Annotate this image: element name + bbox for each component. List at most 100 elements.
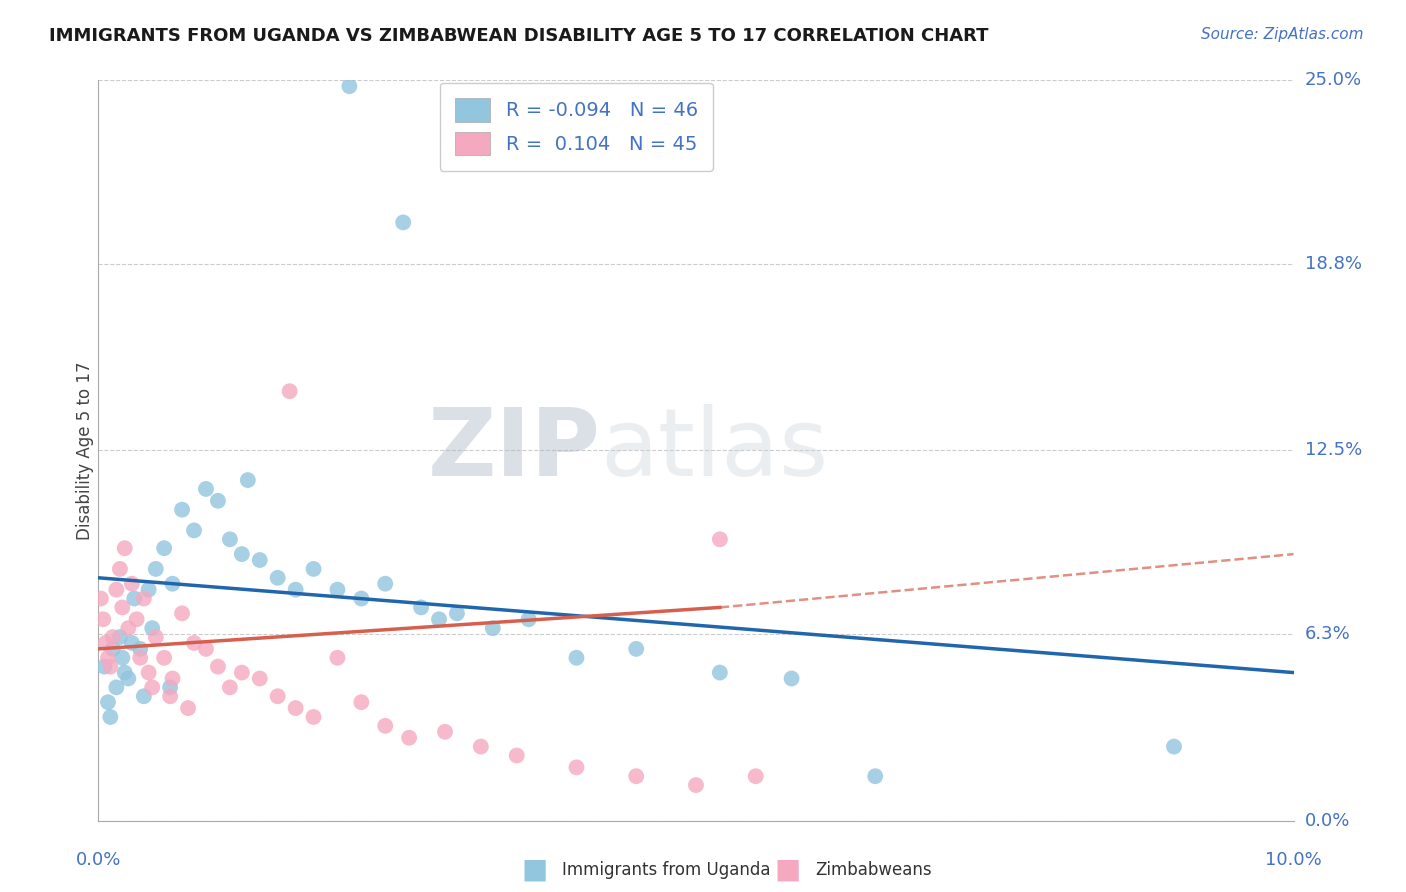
Point bbox=[93, 659, 115, 673]
Text: 10.0%: 10.0% bbox=[1265, 851, 1322, 869]
Y-axis label: Disability Age 5 to 17: Disability Age 5 to 17 bbox=[76, 361, 94, 540]
Text: 12.5%: 12.5% bbox=[1305, 442, 1362, 459]
Point bbox=[709, 665, 731, 680]
Point bbox=[159, 681, 181, 695]
Point bbox=[124, 591, 146, 606]
Text: IMMIGRANTS FROM UGANDA VS ZIMBABWEAN DISABILITY AGE 5 TO 17 CORRELATION CHART: IMMIGRANTS FROM UGANDA VS ZIMBABWEAN DIS… bbox=[49, 27, 988, 45]
Point bbox=[114, 541, 136, 556]
Legend: R = -0.094   N = 46, R =  0.104   N = 45: R = -0.094 N = 46, R = 0.104 N = 45 bbox=[440, 83, 713, 171]
Point bbox=[207, 493, 229, 508]
Point bbox=[745, 769, 768, 783]
Point bbox=[249, 553, 271, 567]
Point bbox=[411, 600, 433, 615]
Point bbox=[105, 582, 128, 597]
Point bbox=[326, 650, 349, 665]
Point bbox=[780, 672, 803, 686]
Point bbox=[111, 600, 134, 615]
Point bbox=[350, 591, 373, 606]
Point bbox=[427, 612, 450, 626]
Text: Source: ZipAtlas.com: Source: ZipAtlas.com bbox=[1201, 27, 1364, 42]
Point bbox=[219, 681, 242, 695]
Point bbox=[626, 769, 648, 783]
Point bbox=[162, 672, 184, 686]
Point bbox=[90, 591, 112, 606]
Point bbox=[105, 681, 128, 695]
Point bbox=[101, 630, 124, 644]
Point bbox=[108, 630, 131, 644]
Text: 25.0%: 25.0% bbox=[1305, 71, 1362, 89]
Point bbox=[172, 502, 194, 516]
Point bbox=[97, 650, 120, 665]
Point bbox=[374, 719, 396, 733]
Point bbox=[159, 690, 181, 704]
Point bbox=[111, 650, 134, 665]
Point bbox=[350, 695, 373, 709]
Point bbox=[685, 778, 707, 792]
Point bbox=[117, 672, 139, 686]
Point bbox=[145, 562, 167, 576]
Point bbox=[207, 659, 229, 673]
Point bbox=[101, 641, 124, 656]
Point bbox=[284, 582, 307, 597]
Point bbox=[114, 665, 136, 680]
Point bbox=[141, 621, 163, 635]
Point bbox=[98, 659, 122, 673]
Point bbox=[121, 636, 143, 650]
Text: Zimbabweans: Zimbabweans bbox=[815, 861, 932, 879]
Text: 6.3%: 6.3% bbox=[1305, 625, 1350, 643]
Point bbox=[117, 621, 139, 635]
Text: ■: ■ bbox=[775, 855, 800, 884]
Point bbox=[183, 524, 205, 538]
Point bbox=[172, 607, 194, 621]
Point bbox=[98, 710, 122, 724]
Point bbox=[267, 690, 290, 704]
Point bbox=[177, 701, 200, 715]
Point bbox=[517, 612, 540, 626]
Point bbox=[153, 650, 176, 665]
Point bbox=[302, 562, 325, 576]
Point bbox=[565, 760, 588, 774]
Point bbox=[162, 576, 184, 591]
Point bbox=[231, 665, 253, 680]
Point bbox=[302, 710, 325, 724]
Point bbox=[231, 547, 253, 561]
Point bbox=[236, 473, 259, 487]
Point bbox=[94, 636, 117, 650]
Point bbox=[374, 576, 396, 591]
Point bbox=[434, 724, 457, 739]
Point bbox=[481, 621, 505, 635]
Text: ■: ■ bbox=[522, 855, 547, 884]
Point bbox=[506, 748, 529, 763]
Point bbox=[195, 482, 218, 496]
Point bbox=[91, 612, 114, 626]
Point bbox=[121, 576, 143, 591]
Point bbox=[132, 591, 155, 606]
Text: 0.0%: 0.0% bbox=[76, 851, 121, 869]
Point bbox=[141, 681, 163, 695]
Point bbox=[183, 636, 205, 650]
Point bbox=[125, 612, 148, 626]
Point bbox=[195, 641, 218, 656]
Point bbox=[153, 541, 176, 556]
Point bbox=[326, 582, 349, 597]
Point bbox=[626, 641, 648, 656]
Point bbox=[865, 769, 887, 783]
Point bbox=[97, 695, 120, 709]
Point bbox=[108, 562, 131, 576]
Point bbox=[249, 672, 271, 686]
Text: 0.0%: 0.0% bbox=[1305, 812, 1350, 830]
Point bbox=[709, 533, 731, 547]
Point bbox=[1163, 739, 1185, 754]
Point bbox=[145, 630, 167, 644]
Point bbox=[219, 533, 242, 547]
Point bbox=[284, 701, 307, 715]
Point bbox=[446, 607, 468, 621]
Text: 18.8%: 18.8% bbox=[1305, 255, 1361, 273]
Point bbox=[132, 690, 155, 704]
Point bbox=[138, 665, 160, 680]
Point bbox=[339, 79, 361, 94]
Point bbox=[398, 731, 420, 745]
Text: ZIP: ZIP bbox=[427, 404, 600, 497]
Point bbox=[278, 384, 301, 399]
Point bbox=[470, 739, 492, 754]
